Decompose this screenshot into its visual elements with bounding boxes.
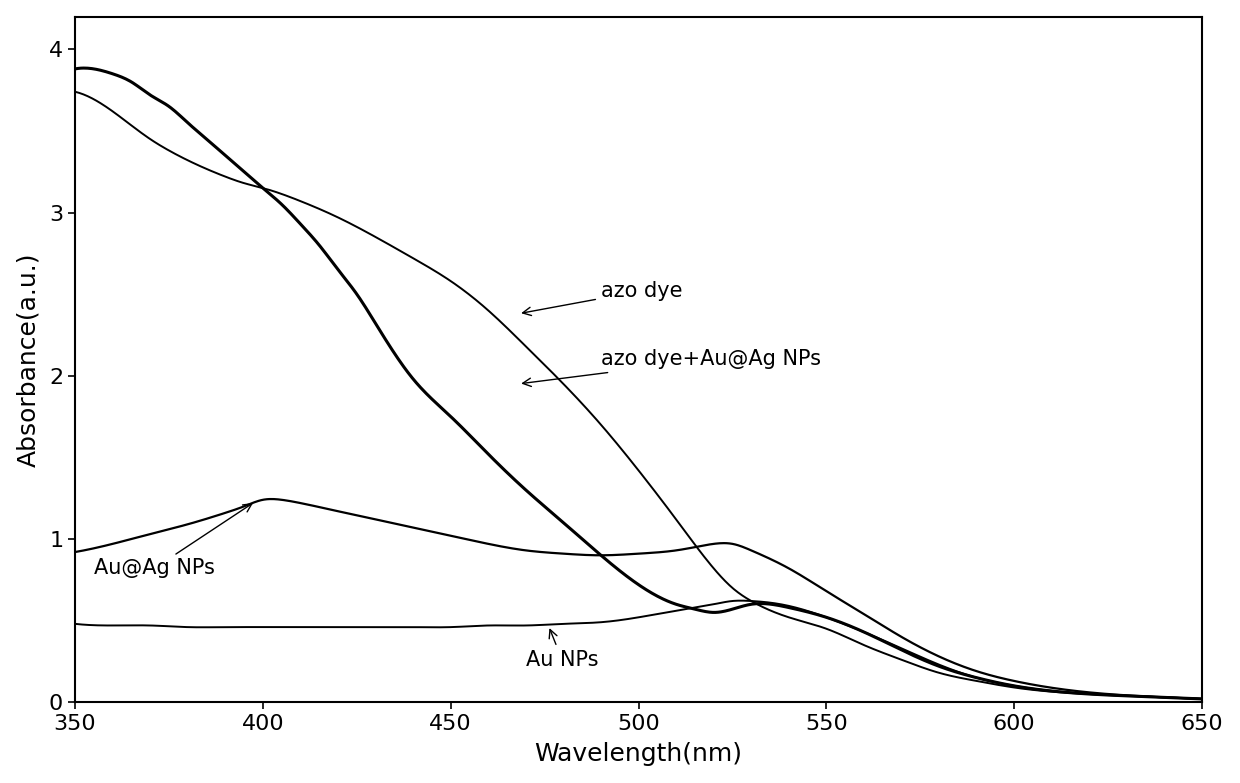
Text: Au NPs: Au NPs: [526, 630, 599, 669]
X-axis label: Wavelength(nm): Wavelength(nm): [534, 742, 743, 767]
Text: azo dye: azo dye: [522, 281, 682, 316]
Text: Au@Ag NPs: Au@Ag NPs: [94, 503, 252, 579]
Y-axis label: Absorbance(a.u.): Absorbance(a.u.): [16, 252, 41, 467]
Text: azo dye+Au@Ag NPs: azo dye+Au@Ag NPs: [522, 349, 821, 387]
